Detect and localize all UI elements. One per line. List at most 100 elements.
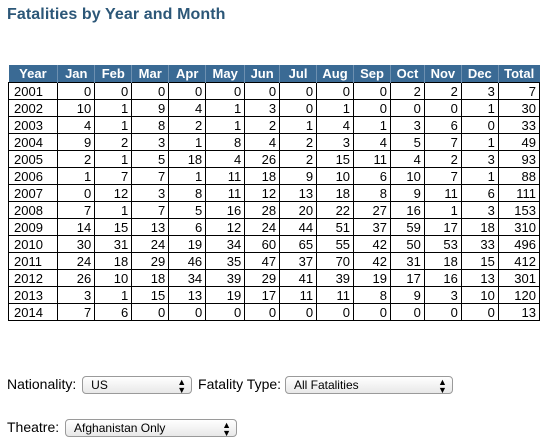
table-cell: 1 bbox=[94, 116, 133, 134]
column-header-apr: Apr bbox=[168, 65, 206, 83]
table-cell: 39 bbox=[316, 269, 355, 287]
table-cell: 2 bbox=[94, 133, 133, 151]
table-cell: 9 bbox=[390, 286, 425, 304]
table-cell: 19 bbox=[353, 269, 391, 287]
table-cell: 1 bbox=[353, 116, 391, 134]
table-cell: 88 bbox=[497, 167, 541, 185]
theatre-label: Theatre: bbox=[7, 419, 60, 435]
table-cell: 65 bbox=[279, 235, 318, 253]
year-cell: 2006 bbox=[7, 167, 59, 185]
table-cell: 2 bbox=[57, 150, 96, 168]
table-cell: 5 bbox=[168, 201, 207, 219]
table-cell: 0 bbox=[244, 82, 281, 100]
table-cell: 51 bbox=[316, 218, 355, 236]
table-cell: 4 bbox=[244, 133, 281, 151]
table-cell: 0 bbox=[57, 184, 96, 202]
nationality-select[interactable]: US ▲ ▼ bbox=[82, 376, 193, 396]
table-cell: 18 bbox=[94, 252, 133, 270]
table-cell: 37 bbox=[353, 218, 391, 236]
table-cell: 26 bbox=[57, 269, 96, 287]
table-cell: 0 bbox=[205, 82, 246, 100]
column-header-year: Year bbox=[8, 65, 58, 83]
table-cell: 31 bbox=[390, 252, 425, 270]
updown-arrows-icon: ▲ ▼ bbox=[222, 420, 232, 439]
table-cell: 2 bbox=[423, 150, 462, 168]
table-cell: 0 bbox=[423, 99, 462, 117]
table-cell: 1 bbox=[460, 99, 499, 117]
theatre-select-value: Afghanistan Only bbox=[74, 421, 166, 436]
table-cell: 20 bbox=[279, 201, 318, 219]
nationality-label: Nationality: bbox=[7, 376, 77, 392]
table-cell: 8 bbox=[353, 184, 391, 202]
column-header-may: May bbox=[205, 65, 245, 83]
table-cell: 0 bbox=[94, 82, 133, 100]
table-cell: 24 bbox=[57, 252, 96, 270]
table-cell: 0 bbox=[390, 303, 425, 321]
table-cell: 5 bbox=[131, 150, 170, 168]
year-cell: 2007 bbox=[7, 184, 59, 202]
column-header-dec: Dec bbox=[460, 65, 499, 83]
table-cell: 10 bbox=[460, 286, 499, 304]
table-cell: 7 bbox=[57, 201, 96, 219]
column-header-total: Total bbox=[497, 65, 540, 83]
table-row: 2009 14 15 13 6 12 24 44 51 37 59 17 18 310 bbox=[7, 218, 541, 236]
table-cell: 1 bbox=[279, 116, 318, 134]
table-cell: 42 bbox=[353, 252, 391, 270]
table-cell: 1 bbox=[423, 201, 462, 219]
table-cell: 10 bbox=[57, 99, 96, 117]
table-cell: 0 bbox=[460, 116, 499, 134]
table-row: 2014 7 6 0 0 0 0 0 0 0 0 0 0 13 bbox=[7, 303, 541, 321]
table-cell: 46 bbox=[168, 252, 207, 270]
table-cell: 13 bbox=[497, 303, 541, 321]
table-cell: 1 bbox=[460, 133, 499, 151]
table-cell: 0 bbox=[168, 82, 207, 100]
table-cell: 22 bbox=[316, 201, 355, 219]
column-header-jan: Jan bbox=[57, 65, 95, 83]
table-cell: 42 bbox=[353, 235, 391, 253]
fatality-type-label: Fatality Type: bbox=[198, 376, 282, 392]
table-cell: 13 bbox=[279, 184, 318, 202]
table-cell: 3 bbox=[390, 116, 425, 134]
table-cell: 1 bbox=[205, 116, 246, 134]
table-cell: 6 bbox=[353, 167, 391, 185]
column-header-nov: Nov bbox=[423, 65, 462, 83]
table-cell: 6 bbox=[94, 303, 133, 321]
table-cell: 33 bbox=[497, 116, 541, 134]
year-cell: 2002 bbox=[7, 99, 59, 117]
table-cell: 2 bbox=[168, 116, 207, 134]
table-cell: 2 bbox=[244, 116, 281, 134]
table-cell: 0 bbox=[316, 303, 355, 321]
table-cell: 9 bbox=[390, 184, 425, 202]
table-cell: 1 bbox=[94, 150, 133, 168]
year-cell: 2012 bbox=[7, 269, 59, 287]
nationality-select-value: US bbox=[91, 378, 108, 393]
theatre-select[interactable]: Afghanistan Only ▲ ▼ bbox=[65, 419, 238, 439]
table-cell: 7 bbox=[131, 201, 170, 219]
table-cell: 3 bbox=[460, 82, 499, 100]
table-cell: 18 bbox=[168, 150, 207, 168]
table-row: 2005 2 1 5 18 4 26 2 15 11 4 2 3 93 bbox=[7, 150, 541, 168]
table-cell: 49 bbox=[497, 133, 541, 151]
table-cell: 0 bbox=[131, 82, 170, 100]
table-cell: 12 bbox=[205, 218, 246, 236]
fatality-type-select[interactable]: All Fatalities ▲ ▼ bbox=[284, 376, 453, 395]
table-cell: 17 bbox=[244, 286, 281, 304]
table-cell: 8 bbox=[131, 116, 170, 134]
table-cell: 13 bbox=[168, 286, 207, 304]
year-cell: 2009 bbox=[7, 218, 59, 236]
table-row: 2001 0 0 0 0 0 0 0 0 0 2 2 3 7 bbox=[7, 82, 541, 100]
table-row: 2012 26 10 18 34 39 29 41 39 19 17 16 13 301 bbox=[7, 269, 541, 287]
table-cell: 2 bbox=[279, 133, 318, 151]
column-header-mar: Mar bbox=[131, 65, 169, 83]
table-cell: 17 bbox=[423, 218, 462, 236]
table-cell: 301 bbox=[497, 269, 541, 287]
table-cell: 59 bbox=[390, 218, 425, 236]
updown-arrows-icon: ▲ ▼ bbox=[177, 377, 187, 396]
table-cell: 60 bbox=[244, 235, 281, 253]
year-cell: 2013 bbox=[7, 286, 59, 304]
table-cell: 3 bbox=[460, 150, 499, 168]
table-cell: 7 bbox=[423, 133, 462, 151]
table-cell: 39 bbox=[205, 269, 246, 287]
table-cell: 1 bbox=[316, 99, 355, 117]
table-cell: 4 bbox=[353, 133, 391, 151]
